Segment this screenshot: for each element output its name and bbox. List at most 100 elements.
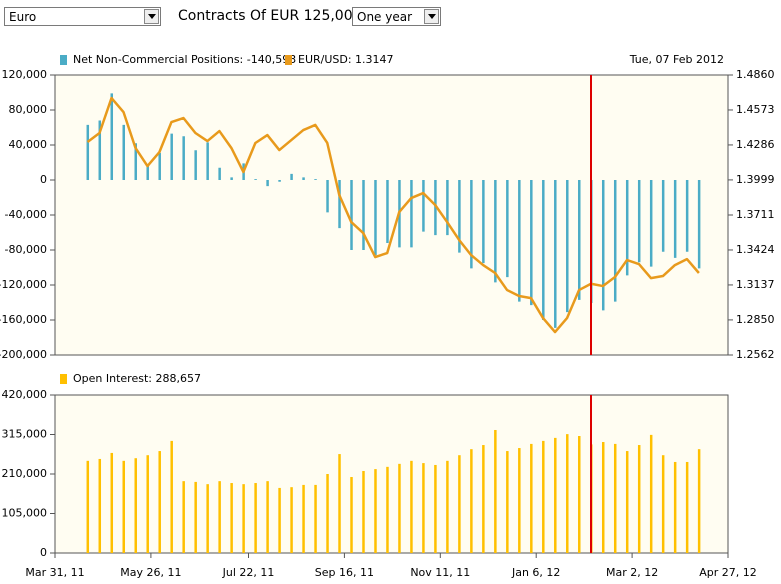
bar bbox=[362, 470, 365, 553]
y-tick-label: -200,000 bbox=[0, 348, 47, 361]
bar bbox=[386, 466, 389, 553]
y2-tick-label: 1.4860 bbox=[736, 68, 775, 81]
bar bbox=[542, 440, 545, 553]
bar bbox=[625, 451, 629, 553]
bar bbox=[326, 180, 329, 213]
bar bbox=[554, 180, 557, 328]
bar bbox=[278, 487, 281, 553]
bar bbox=[506, 451, 509, 553]
bar bbox=[661, 180, 665, 252]
bar bbox=[398, 180, 401, 248]
bar bbox=[518, 448, 521, 553]
bar bbox=[86, 124, 90, 180]
bar bbox=[578, 436, 581, 553]
x-tick-label: Mar 2, 12 bbox=[606, 566, 658, 579]
bar bbox=[206, 484, 209, 553]
y-tick-label: 315,000 bbox=[2, 428, 48, 441]
bar bbox=[254, 179, 257, 180]
bar bbox=[278, 180, 281, 182]
bar bbox=[182, 481, 185, 553]
bar bbox=[230, 483, 233, 553]
bar bbox=[134, 458, 137, 553]
bar bbox=[242, 484, 245, 553]
y-tick-label: -120,000 bbox=[0, 278, 47, 291]
bar bbox=[685, 180, 689, 252]
contract-label: Contracts Of EUR 125,000 bbox=[178, 8, 362, 24]
x-tick-label: Jul 22, 11 bbox=[222, 566, 275, 579]
bar bbox=[673, 461, 677, 553]
bar bbox=[649, 434, 653, 553]
y-tick-label: 120,000 bbox=[2, 68, 48, 81]
bar bbox=[170, 133, 173, 180]
bar bbox=[458, 455, 461, 553]
bar bbox=[434, 464, 437, 553]
bar bbox=[266, 481, 269, 553]
dropdown-arrow[interactable] bbox=[424, 9, 439, 24]
bar bbox=[98, 458, 102, 553]
bar bbox=[482, 445, 485, 553]
bar bbox=[122, 124, 125, 180]
period-value: One year bbox=[357, 10, 413, 24]
bar bbox=[302, 177, 305, 180]
x-tick-label: Sep 16, 11 bbox=[315, 566, 374, 579]
bar bbox=[386, 180, 389, 243]
bar bbox=[482, 180, 485, 264]
bar bbox=[338, 454, 341, 553]
bar bbox=[566, 180, 569, 313]
bar bbox=[446, 460, 449, 553]
dropdown-arrow[interactable] bbox=[144, 9, 159, 24]
bar bbox=[470, 449, 473, 553]
bar bbox=[410, 460, 413, 553]
y2-tick-label: 1.3999 bbox=[736, 173, 775, 186]
y2-tick-label: 1.4286 bbox=[736, 138, 775, 151]
bar bbox=[398, 463, 401, 553]
bar bbox=[697, 449, 701, 553]
bar bbox=[338, 180, 341, 229]
bar bbox=[601, 180, 605, 311]
bar bbox=[362, 180, 365, 250]
plot-area bbox=[54, 394, 729, 554]
legend-swatch bbox=[285, 55, 292, 65]
y2-tick-label: 1.2562 bbox=[736, 348, 775, 361]
bar bbox=[673, 180, 677, 258]
y-tick-label: 40,000 bbox=[9, 138, 48, 151]
y-tick-label: -160,000 bbox=[0, 313, 47, 326]
bar bbox=[470, 180, 473, 269]
legend-swatch bbox=[60, 55, 67, 65]
bar bbox=[458, 180, 461, 253]
y2-tick-label: 1.3711 bbox=[736, 208, 775, 221]
x-tick-label: Nov 11, 11 bbox=[410, 566, 470, 579]
bar bbox=[410, 180, 413, 248]
bar bbox=[350, 180, 353, 250]
bar bbox=[194, 150, 197, 180]
bar bbox=[518, 180, 521, 302]
y2-tick-label: 1.3137 bbox=[736, 278, 775, 291]
bar bbox=[302, 484, 305, 553]
bar bbox=[578, 180, 581, 300]
bar bbox=[530, 443, 533, 553]
y-tick-label: 80,000 bbox=[9, 103, 48, 116]
period-select[interactable]: One year bbox=[352, 7, 441, 26]
y-tick-label: 210,000 bbox=[2, 467, 48, 480]
bar bbox=[290, 173, 293, 180]
bar bbox=[146, 165, 149, 180]
currency-select[interactable]: Euro bbox=[4, 7, 161, 26]
bar bbox=[637, 445, 641, 553]
y-tick-label: 0 bbox=[40, 173, 47, 186]
bar bbox=[542, 180, 545, 320]
bar bbox=[554, 437, 557, 553]
line bbox=[86, 96, 700, 334]
bar bbox=[254, 483, 257, 553]
bar bbox=[230, 177, 233, 180]
y2-tick-label: 1.2850 bbox=[736, 313, 775, 326]
bar bbox=[158, 451, 161, 553]
bar bbox=[170, 440, 173, 553]
bar bbox=[506, 180, 509, 278]
y-tick-label: -40,000 bbox=[5, 208, 47, 221]
bar bbox=[206, 142, 209, 180]
bar bbox=[625, 180, 629, 276]
bar bbox=[422, 463, 425, 553]
bar bbox=[146, 455, 149, 553]
bar bbox=[685, 461, 689, 553]
